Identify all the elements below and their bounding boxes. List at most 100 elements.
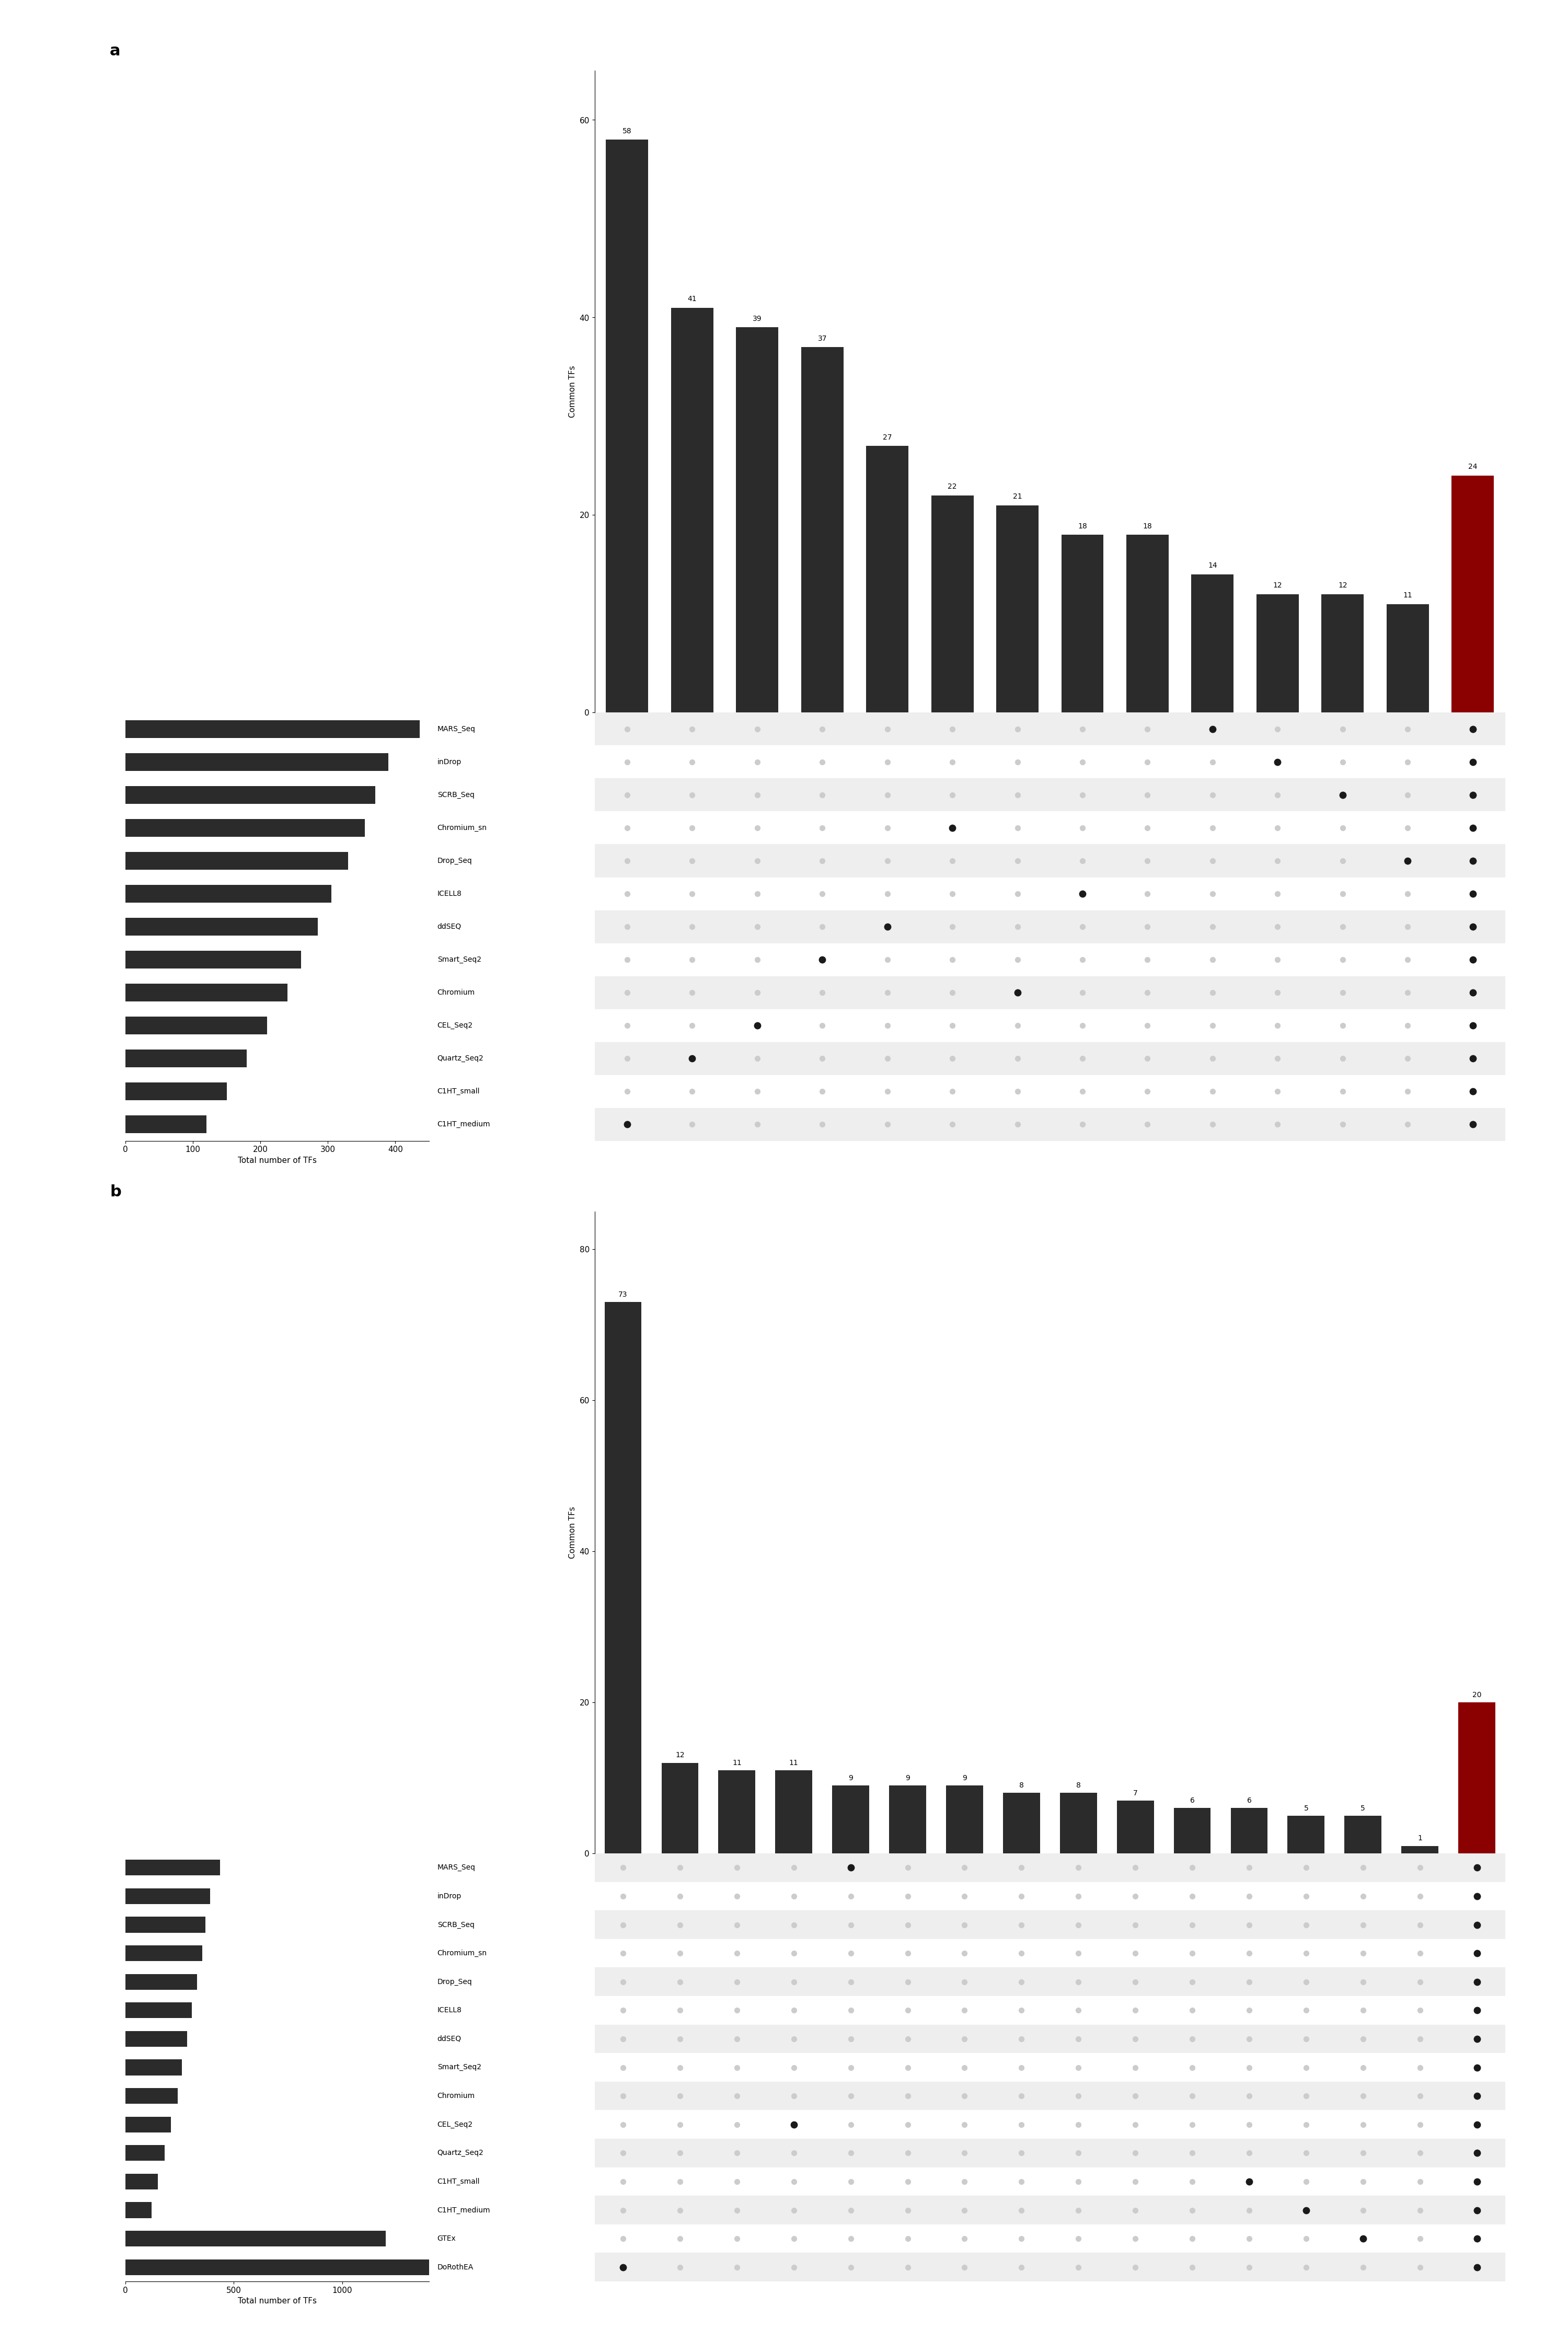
- Point: [1069, 974, 1094, 1011]
- Point: [1237, 1849, 1262, 1886]
- Point: [1265, 842, 1290, 880]
- Text: 12: 12: [1338, 581, 1347, 588]
- Point: [809, 875, 834, 913]
- Point: [1135, 941, 1160, 978]
- Point: [1408, 2049, 1433, 2086]
- Bar: [125, 1889, 210, 1905]
- Point: [1237, 2105, 1262, 2143]
- Bar: [125, 950, 301, 969]
- Point: [1460, 941, 1485, 978]
- Bar: [1402, 1846, 1438, 1853]
- Point: [668, 1964, 693, 2002]
- Point: [1396, 1105, 1421, 1143]
- Point: [1135, 875, 1160, 913]
- Point: [952, 2164, 977, 2201]
- Point: [939, 710, 964, 748]
- Point: [615, 1007, 640, 1044]
- Point: [952, 1964, 977, 2002]
- Point: [952, 2077, 977, 2114]
- Point: [1396, 941, 1421, 978]
- Point: [1396, 1007, 1421, 1044]
- Point: [1350, 1933, 1375, 1971]
- Point: [1066, 1877, 1091, 1915]
- Bar: [125, 2060, 182, 2074]
- Point: [1265, 1073, 1290, 1110]
- Point: [1200, 776, 1225, 814]
- Point: [1294, 2249, 1319, 2286]
- Point: [1066, 2220, 1091, 2258]
- Point: [1135, 842, 1160, 880]
- Point: [1200, 908, 1225, 946]
- Text: GTEx: GTEx: [437, 2234, 456, 2241]
- Text: 12: 12: [676, 1752, 685, 1759]
- Point: [1123, 2220, 1148, 2258]
- Point: [1396, 875, 1421, 913]
- Point: [1408, 1877, 1433, 1915]
- Point: [1179, 1933, 1204, 1971]
- Point: [939, 875, 964, 913]
- Point: [1179, 2020, 1204, 2058]
- Point: [1460, 776, 1485, 814]
- Y-axis label: Common TFs: Common TFs: [569, 365, 577, 419]
- Point: [1330, 974, 1355, 1011]
- Point: [615, 1040, 640, 1077]
- Point: [610, 1964, 635, 2002]
- Bar: [125, 2032, 187, 2046]
- Point: [1005, 908, 1030, 946]
- Text: Quartz_Seq2: Quartz_Seq2: [437, 1054, 483, 1063]
- Point: [1350, 2105, 1375, 2143]
- Point: [1200, 1007, 1225, 1044]
- Point: [809, 776, 834, 814]
- Point: [615, 941, 640, 978]
- Point: [1408, 2105, 1433, 2143]
- Point: [724, 2192, 750, 2230]
- Point: [839, 2249, 864, 2286]
- Point: [809, 1105, 834, 1143]
- Point: [1200, 974, 1225, 1011]
- Text: 1: 1: [1417, 1835, 1422, 1842]
- Text: MARS_Seq: MARS_Seq: [437, 1865, 475, 1872]
- Point: [952, 2220, 977, 2258]
- Point: [1460, 875, 1485, 913]
- Point: [1200, 1073, 1225, 1110]
- Text: SCRB_Seq: SCRB_Seq: [437, 790, 475, 800]
- Text: ICELL8: ICELL8: [437, 2006, 463, 2013]
- Point: [952, 1849, 977, 1886]
- Point: [939, 1040, 964, 1077]
- Point: [1005, 974, 1030, 1011]
- Bar: [594, 976, 1505, 1009]
- Point: [668, 1992, 693, 2030]
- Point: [1066, 2020, 1091, 2058]
- Point: [1005, 1105, 1030, 1143]
- Point: [724, 1849, 750, 1886]
- Bar: [833, 1785, 869, 1853]
- Point: [1408, 2249, 1433, 2286]
- Bar: [1231, 1809, 1267, 1853]
- Text: 12: 12: [1273, 581, 1283, 588]
- Point: [1179, 2192, 1204, 2230]
- Point: [895, 2220, 920, 2258]
- Bar: [125, 1049, 246, 1068]
- Point: [1465, 2020, 1490, 2058]
- Point: [939, 842, 964, 880]
- Point: [610, 2105, 635, 2143]
- Point: [1294, 1933, 1319, 1971]
- Text: 9: 9: [963, 1773, 967, 1780]
- Point: [1330, 743, 1355, 781]
- Point: [781, 2049, 806, 2086]
- Point: [1237, 2077, 1262, 2114]
- Bar: [125, 2201, 152, 2218]
- Point: [1460, 1007, 1485, 1044]
- Point: [1069, 1007, 1094, 1044]
- Point: [1350, 1964, 1375, 2002]
- Bar: [671, 308, 713, 713]
- Point: [1265, 809, 1290, 847]
- Point: [1408, 2220, 1433, 2258]
- Point: [1294, 2220, 1319, 2258]
- Point: [668, 1905, 693, 1943]
- Point: [1066, 1905, 1091, 1943]
- Point: [1008, 2133, 1033, 2171]
- Point: [1294, 2133, 1319, 2171]
- Point: [1066, 2249, 1091, 2286]
- Point: [610, 2192, 635, 2230]
